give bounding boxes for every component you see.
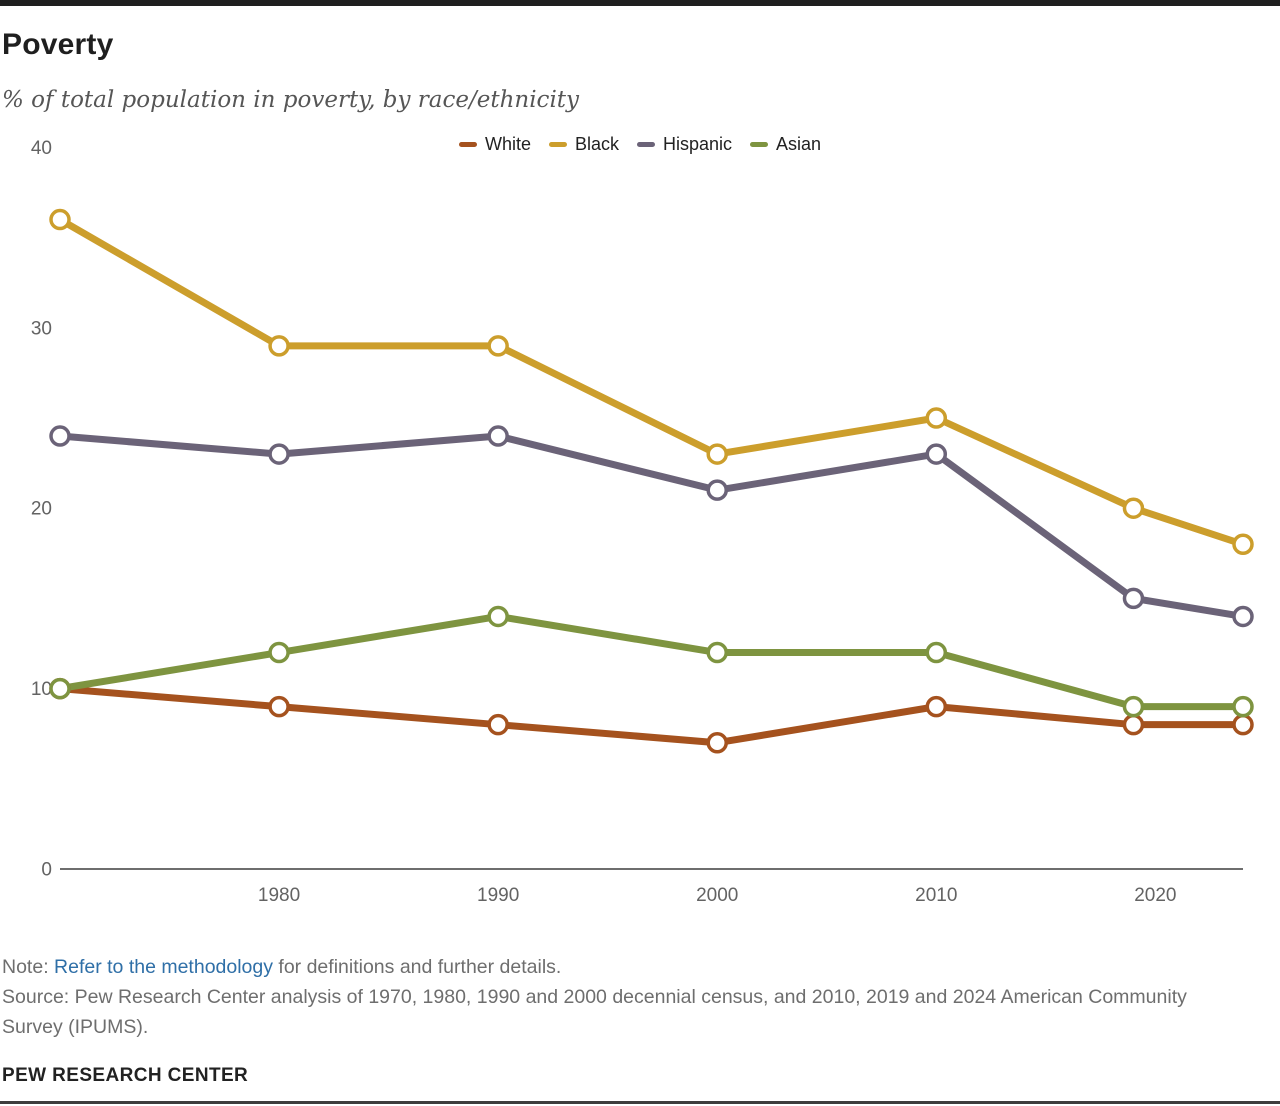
data-point-hispanic-1980 [268, 443, 290, 465]
data-point-black-2024 [1232, 533, 1254, 556]
data-point-black-1990 [487, 335, 509, 357]
data-point-black-1970 [49, 208, 71, 231]
data-point-white-2019 [1122, 713, 1145, 736]
data-point-white-1990 [487, 713, 509, 736]
top-accent-bar [0, 0, 1280, 6]
note-suffix: for definitions and further details. [273, 956, 562, 978]
chart-canvas: 0 10 20 30 40 1980 1990 2000 2010 2020 [31, 138, 1254, 906]
data-point-hispanic-2010 [925, 443, 948, 465]
x-axis-label: 2020 [1134, 885, 1176, 906]
data-point-hispanic-2000 [706, 479, 728, 501]
series-line-hispanic [59, 432, 1244, 620]
bottom-rule [0, 1101, 1280, 1104]
data-point-asian-2019 [1122, 695, 1145, 718]
y-axis-label: 20 [31, 499, 52, 520]
data-point-white-2010 [925, 695, 948, 718]
data-point-white-2024 [1232, 713, 1254, 736]
y-axis-label: 0 [41, 860, 52, 881]
data-point-hispanic-2019 [1122, 587, 1145, 610]
data-point-asian-2000 [706, 641, 728, 664]
x-axis-label: 2010 [915, 885, 957, 906]
data-point-black-1980 [268, 335, 290, 357]
note-line: Note: Refer to the methodology for defin… [2, 952, 1237, 982]
data-point-hispanic-1970 [49, 425, 71, 447]
source-line: Source: Pew Research Center analysis of … [2, 986, 1187, 1038]
x-axis-label: 2000 [696, 885, 738, 906]
series-line-white [59, 685, 1243, 747]
data-point-asian-2010 [925, 641, 948, 664]
data-point-black-2019 [1122, 497, 1145, 519]
data-point-asian-1990 [487, 605, 509, 628]
series-line-asian [59, 612, 1243, 711]
data-point-hispanic-2024 [1232, 605, 1254, 628]
series-line-black [58, 216, 1245, 548]
y-axis-label: 30 [31, 318, 52, 339]
data-point-black-2000 [706, 443, 728, 465]
data-point-white-2000 [706, 731, 728, 754]
data-point-asian-1970 [49, 677, 71, 700]
data-point-hispanic-1990 [487, 425, 509, 447]
note-prefix: Note: [2, 956, 55, 978]
page-title: Poverty [2, 28, 114, 61]
pew-research-center-wordmark: PEW RESEARCH CENTER [2, 1065, 249, 1086]
data-point-asian-2024 [1232, 695, 1254, 718]
methodology-link[interactable]: Refer to the methodology [54, 956, 273, 978]
page-subtitle: % of total population in poverty, by rac… [2, 87, 580, 113]
data-point-asian-1980 [268, 641, 290, 664]
poverty-line-chart: 0 10 20 30 40 1980 1990 2000 2010 2020 White Blac… [0, 120, 1280, 934]
chart-notes: Note: Refer to the methodology for defin… [2, 952, 1237, 1042]
y-axis-label: 10 [31, 679, 52, 700]
x-axis-label: 1990 [477, 885, 519, 906]
y-axis-label: 40 [31, 138, 52, 159]
x-axis-label: 1980 [258, 885, 300, 906]
data-point-black-2010 [925, 407, 948, 429]
data-point-white-1980 [268, 695, 290, 718]
